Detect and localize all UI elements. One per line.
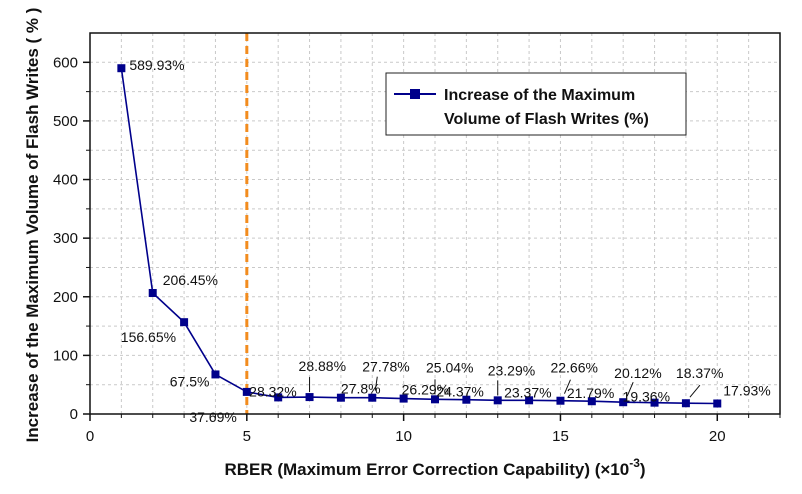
y-tick-label: 400 (53, 172, 78, 189)
y-tick-label: 300 (53, 230, 78, 247)
data-label: 21.79% (567, 385, 614, 401)
x-axis-title-main: RBER (Maximum Error Correction Capabilit… (224, 460, 629, 479)
legend-label-line1: Increase of the Maximum (444, 87, 635, 104)
data-label: 25.04% (426, 359, 473, 375)
data-label: 26.29% (402, 382, 449, 398)
x-tick-label: 20 (709, 428, 726, 445)
leader-line (689, 384, 701, 398)
y-axis-title: Increase of the Maximum Volume of Flash … (23, 8, 42, 443)
y-tick-label: 600 (53, 54, 78, 71)
data-label: 206.45% (163, 272, 218, 288)
data-label: 37.69% (189, 409, 236, 425)
x-axis-title-close: ) (640, 460, 646, 479)
data-point (619, 398, 628, 407)
data-point (650, 398, 659, 407)
data-label: 20.12% (614, 365, 661, 381)
y-tick-label: 0 (70, 406, 78, 423)
data-label: 67.5% (170, 373, 210, 389)
series-layer (117, 64, 722, 408)
legend: Increase of the Maximum Volume of Flash … (385, 72, 687, 136)
data-label: 19.36% (623, 389, 670, 405)
data-point (242, 387, 251, 396)
x-tick-label: 10 (395, 428, 412, 445)
data-label: 589.93% (129, 57, 184, 73)
data-point (274, 393, 283, 402)
x-tick-label: 0 (86, 428, 94, 445)
data-point (117, 64, 126, 73)
legend-box (385, 72, 687, 136)
data-label: 23.37% (504, 384, 551, 400)
y-tick-label: 200 (53, 289, 78, 306)
data-labels: 589.93% 206.45% 156.65% 67.5% 37.69% 28.32%28… (121, 57, 771, 425)
x-axis-title: RBER (Maximum Error Correction Capabilit… (224, 456, 645, 479)
data-label: 28.88% (299, 358, 346, 374)
legend-marker (410, 89, 420, 99)
x-tick-label: 15 (552, 428, 569, 445)
series-line (120, 68, 718, 405)
data-label: 28.32% (249, 383, 296, 399)
data-label: 18.37% (676, 365, 723, 381)
leader-line (374, 376, 378, 391)
data-point (180, 318, 189, 327)
data-label: 156.65% (121, 329, 176, 345)
leader-line (626, 382, 634, 397)
data-point (587, 397, 596, 406)
data-point (211, 370, 220, 379)
data-label: 27.78% (362, 359, 409, 375)
data-point (556, 396, 565, 405)
leader-line (563, 379, 571, 394)
data-label: 27.8% (341, 381, 381, 397)
data-label: 24.37% (436, 384, 483, 400)
data-label: 22.66% (550, 360, 597, 376)
axes (83, 32, 781, 421)
legend-label-line2: Volume of Flash Writes (%) (444, 111, 649, 128)
y-tick-label: 100 (53, 347, 78, 364)
data-point (713, 399, 722, 408)
data-label: 23.29% (488, 362, 535, 378)
data-point (525, 396, 534, 405)
data-point (368, 393, 377, 402)
data-point (681, 399, 690, 408)
data-point (336, 393, 345, 402)
data-point (462, 395, 471, 404)
leader-lines (309, 376, 701, 398)
data-point (148, 288, 157, 297)
grid (90, 33, 780, 414)
data-point (493, 396, 502, 405)
x-tick-label: 5 (243, 428, 251, 445)
y-tick-label: 500 (53, 113, 78, 130)
data-point (305, 393, 314, 402)
x-axis-title-exponent: -3 (629, 456, 640, 470)
data-point (431, 395, 439, 404)
data-point (399, 394, 408, 403)
data-label: 17.93% (723, 382, 770, 398)
